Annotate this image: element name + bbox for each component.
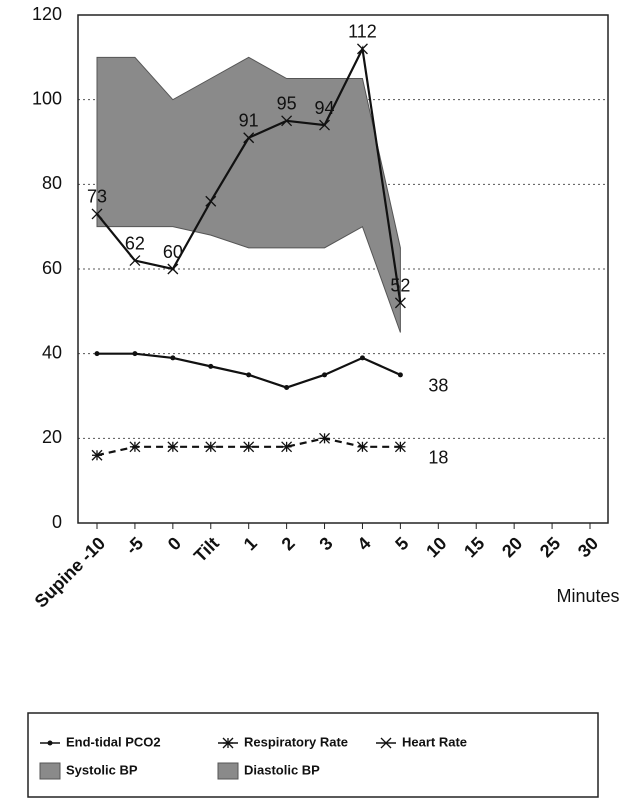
point xyxy=(132,351,138,357)
x-tick-label: 15 xyxy=(460,533,488,561)
annotation: 18 xyxy=(428,448,448,468)
data-label: 60 xyxy=(163,242,183,262)
y-tick-label: 80 xyxy=(42,173,62,193)
x-tick-label: 0 xyxy=(164,533,185,554)
marker-stroke xyxy=(319,119,330,131)
point xyxy=(319,119,330,131)
legend-label: Respiratory Rate xyxy=(244,734,348,749)
legend-label: Heart Rate xyxy=(402,734,467,749)
x-tick-label: Supine -10 xyxy=(31,533,110,612)
point xyxy=(394,441,406,453)
y-tick-label: 20 xyxy=(42,427,62,447)
x-tick-label: 5 xyxy=(391,533,412,554)
legend: End-tidal PCO2 Respiratory Rate Heart Rate… xyxy=(39,734,467,780)
x-tick-label: Tilt xyxy=(190,533,223,566)
x-tick-label: 30 xyxy=(574,533,602,561)
point xyxy=(170,355,176,361)
point xyxy=(281,115,293,127)
marker-stroke xyxy=(357,43,368,55)
point xyxy=(322,372,328,378)
legend-label: Diastolic BP xyxy=(244,762,320,777)
x-tick-label: 10 xyxy=(422,533,450,561)
legend-label: Systolic BP xyxy=(66,762,138,777)
marker-stroke xyxy=(394,297,406,309)
point xyxy=(208,363,214,369)
annotation: 38 xyxy=(428,376,448,396)
data-label: 62 xyxy=(125,233,145,253)
point xyxy=(380,737,392,749)
point xyxy=(47,740,53,746)
x-axis-label: Minutes xyxy=(556,586,619,606)
legend-swatch xyxy=(39,762,61,780)
data-label: 52 xyxy=(390,276,410,296)
x-tick-label: -5 xyxy=(122,533,147,558)
x-tick-label: 3 xyxy=(316,533,337,554)
y-tick-label: 100 xyxy=(32,88,62,108)
x-tick-label: 25 xyxy=(536,533,564,561)
point xyxy=(357,43,368,55)
point xyxy=(319,432,330,444)
data-label: 94 xyxy=(315,98,335,118)
marker-stroke xyxy=(243,132,255,144)
y-tick-label: 40 xyxy=(42,342,62,362)
marker-stroke xyxy=(205,195,217,207)
x-tick-label: 2 xyxy=(278,533,299,554)
point xyxy=(167,441,179,453)
point xyxy=(243,441,255,453)
point xyxy=(129,255,141,266)
x-tick-label: 1 xyxy=(240,533,261,554)
point xyxy=(359,355,365,361)
y-tick-label: 0 xyxy=(52,512,62,532)
point xyxy=(129,441,141,453)
point xyxy=(397,372,403,378)
legend-box xyxy=(27,712,599,798)
series-line xyxy=(97,352,401,389)
marker-stroke xyxy=(91,208,103,220)
legend-label: End-tidal PCO2 xyxy=(66,734,161,749)
point xyxy=(94,351,100,357)
point xyxy=(281,441,293,453)
point xyxy=(243,132,255,144)
marker-stroke xyxy=(380,737,392,749)
plot-frame xyxy=(77,14,609,524)
legend-swatch xyxy=(217,762,239,780)
point xyxy=(205,441,217,453)
point xyxy=(205,195,217,207)
data-label: 95 xyxy=(277,94,297,114)
bp-band xyxy=(96,56,401,333)
y-tick-label: 120 xyxy=(32,4,62,24)
data-label: 112 xyxy=(348,22,377,42)
marker-stroke xyxy=(129,255,141,266)
point xyxy=(357,441,368,453)
point xyxy=(91,449,103,461)
x-tick-label: 4 xyxy=(353,533,374,554)
y-tick-label: 60 xyxy=(42,258,62,278)
marker-stroke xyxy=(281,115,293,127)
data-label: 91 xyxy=(239,111,259,131)
series-line xyxy=(96,437,401,457)
x-tick-label: 20 xyxy=(498,533,526,561)
point xyxy=(284,385,290,391)
point xyxy=(246,372,252,378)
marker-stroke xyxy=(167,263,179,275)
point xyxy=(394,297,406,309)
point xyxy=(167,263,179,275)
data-label: 73 xyxy=(87,187,107,207)
point xyxy=(222,737,234,749)
point xyxy=(91,208,103,220)
